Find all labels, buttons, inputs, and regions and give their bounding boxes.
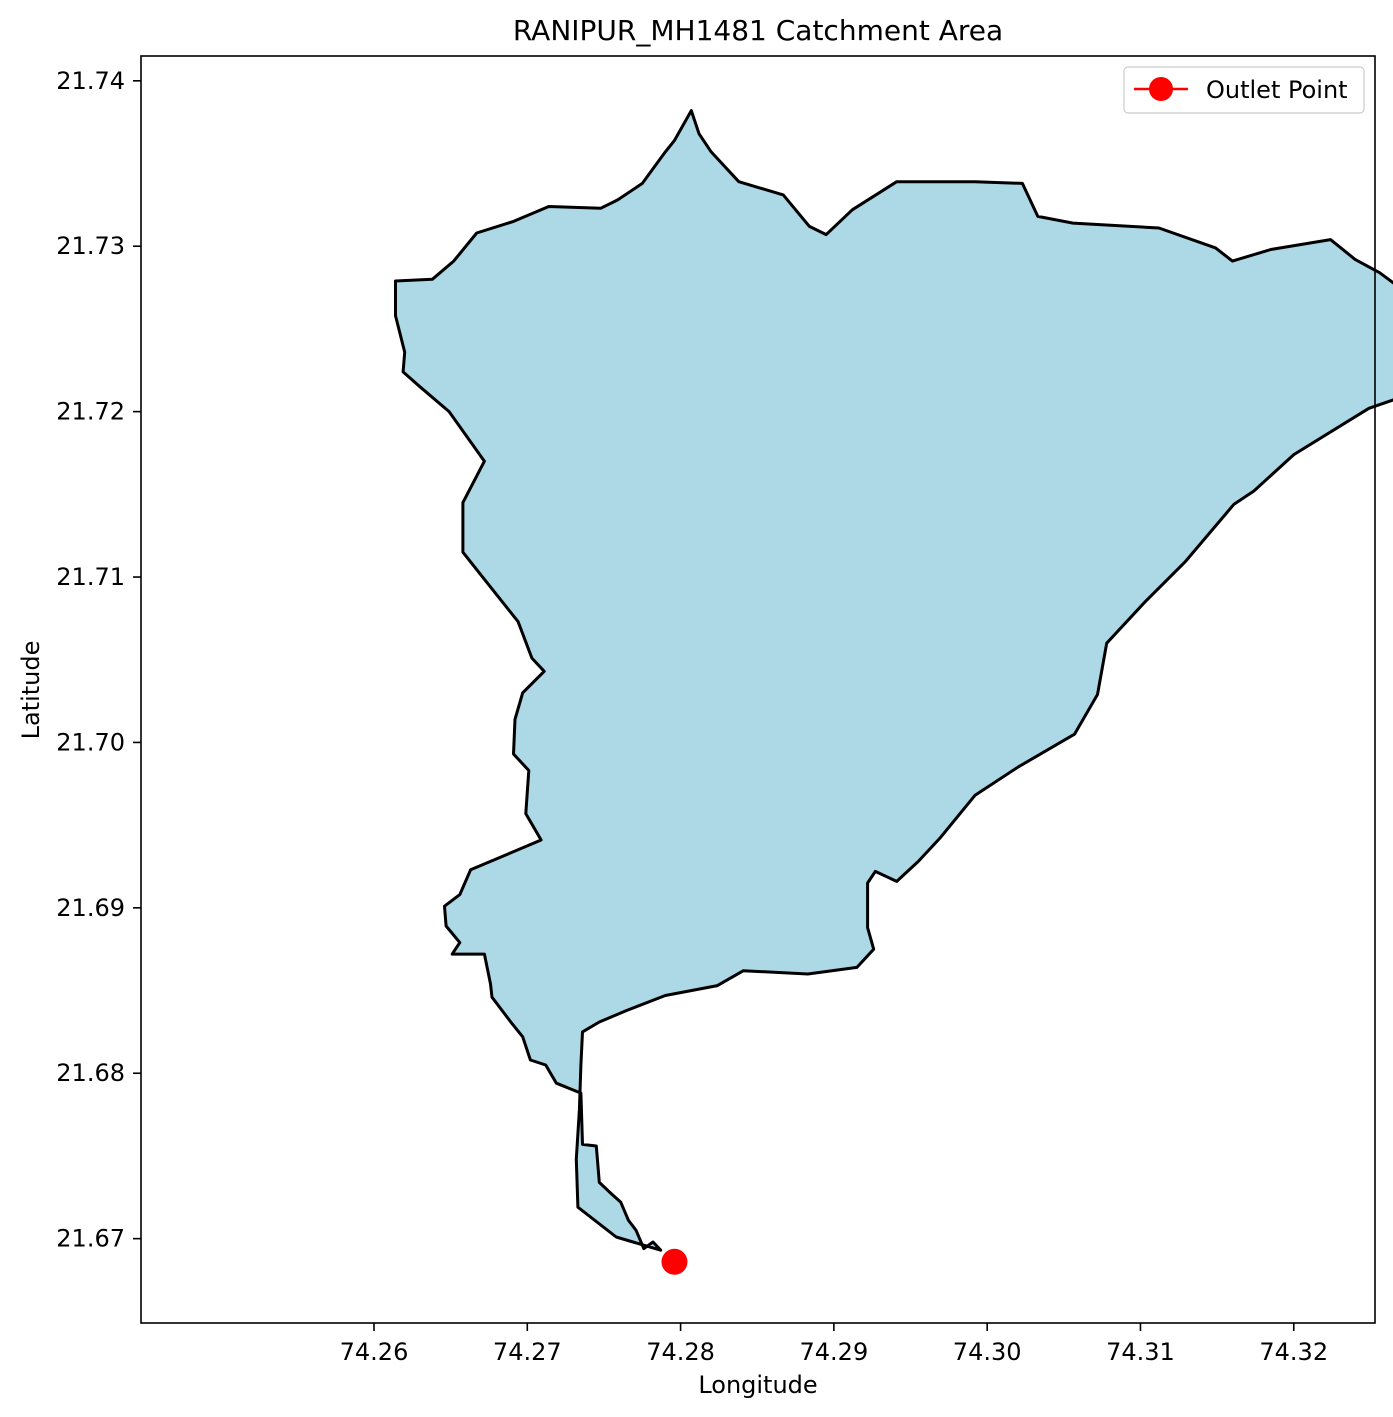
y-tick-label: 21.70 — [56, 728, 125, 756]
y-tick-label: 21.69 — [56, 894, 125, 922]
catchment-polygon — [394, 109, 1393, 1252]
legend-box — [1123, 66, 1365, 114]
outlet-point-marker — [661, 1248, 688, 1275]
chart-title: RANIPUR_MH1481 Catchment Area — [513, 14, 1003, 47]
y-tick-label: 21.72 — [56, 398, 125, 426]
legend-label: Outlet Point — [1206, 76, 1348, 104]
x-tick-label: 74.27 — [493, 1338, 562, 1366]
y-axis-ticks: 21.67 21.68 21.69 21.70 21.71 21.72 21.73 21.74 — [56, 67, 141, 1253]
x-tick-label: 74.29 — [800, 1338, 869, 1366]
x-tick-label: 74.31 — [1106, 1338, 1175, 1366]
x-tick-label: 74.28 — [646, 1338, 715, 1366]
y-tick-label: 21.67 — [56, 1225, 125, 1253]
plot-area — [140, 55, 1393, 1324]
x-axis-title: Longitude — [698, 1371, 817, 1399]
axes-frame — [140, 55, 1376, 1324]
legend-dot-marker — [1149, 77, 1173, 101]
y-tick-label: 21.74 — [56, 67, 125, 95]
legend: Outlet Point — [1123, 66, 1365, 114]
y-tick-label: 21.68 — [56, 1059, 125, 1087]
x-tick-label: 74.26 — [340, 1338, 409, 1366]
y-tick-label: 21.73 — [56, 232, 125, 260]
y-tick-label: 21.71 — [56, 563, 125, 591]
y-axis-title: Latitude — [17, 641, 45, 740]
x-tick-label: 74.30 — [953, 1338, 1022, 1366]
x-tick-label: 74.32 — [1259, 1338, 1328, 1366]
